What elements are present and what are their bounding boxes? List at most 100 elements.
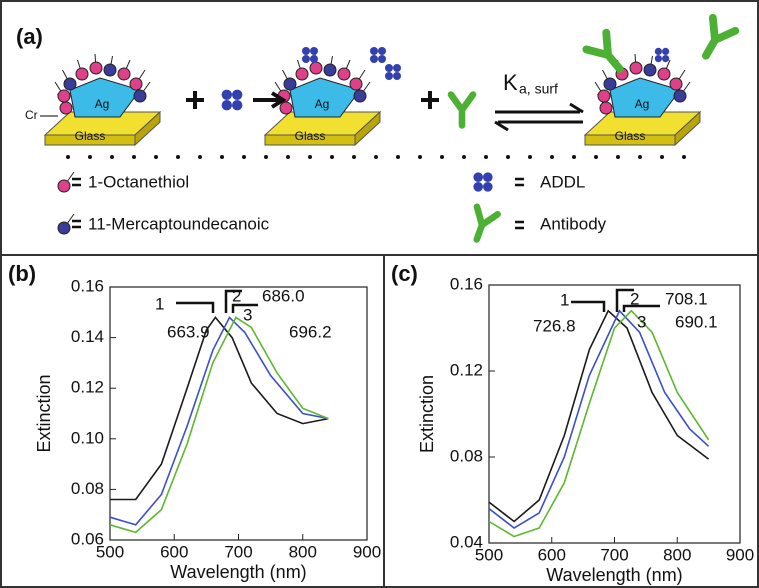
ball [133, 89, 147, 103]
dot [110, 155, 114, 159]
addl-bead [232, 100, 243, 111]
ball [283, 77, 297, 91]
rate-sub: a, surf [519, 81, 558, 97]
antibody [447, 91, 477, 129]
ball [279, 101, 293, 115]
addl-bead [483, 172, 493, 182]
addl-bead [310, 55, 318, 63]
ball [323, 63, 337, 77]
x-tick-label: 600 [538, 545, 566, 564]
y-tick-label: 0.06 [71, 529, 104, 548]
x-tick-label: 700 [224, 542, 252, 561]
y-tick-label: 0.04 [450, 532, 483, 551]
x-axis-label: Wavelength (nm) [546, 565, 682, 585]
plus [421, 91, 439, 109]
x-tick-label: 500 [475, 545, 503, 564]
y-tick-label: 0.08 [450, 446, 483, 465]
arrow [253, 91, 287, 109]
ag-label: Ag [635, 97, 650, 111]
annotation: 686.0 [262, 286, 305, 305]
equals [72, 177, 81, 187]
panel-label: (b) [8, 261, 36, 286]
addl-bead [221, 100, 232, 111]
ball [629, 61, 643, 75]
ball [643, 63, 657, 77]
dot [528, 155, 532, 159]
glass-label: Glass [75, 129, 106, 143]
antibody [473, 203, 501, 243]
dot [176, 155, 180, 159]
legend-text: 11-Mercaptoundecanoic [88, 214, 270, 233]
ball [597, 89, 611, 103]
dot [660, 155, 664, 159]
dot [242, 155, 246, 159]
addl-bead [232, 89, 243, 101]
annotation: 3 [637, 312, 646, 331]
y-tick-label: 0.16 [71, 276, 104, 295]
glass-side [674, 110, 701, 147]
y-axis-label: Extinction [34, 374, 54, 452]
ag-prism [69, 77, 141, 118]
bracket [615, 288, 634, 312]
addl-bead [473, 172, 484, 182]
spectrum [488, 309, 710, 529]
addl-bead [654, 55, 663, 63]
annotation: 3 [243, 305, 252, 324]
x-tick-label: 900 [726, 545, 754, 564]
panel-label: (a) [16, 24, 43, 49]
x-tick-label: 800 [663, 545, 691, 564]
dot [572, 155, 576, 159]
legend-text: 1-Octanethiol [88, 172, 189, 191]
dot [440, 155, 444, 159]
x-tick-label: 800 [289, 542, 317, 561]
ball [75, 67, 89, 81]
ag-label: Ag [95, 97, 110, 111]
glass-label: Glass [295, 129, 326, 143]
dot [484, 155, 488, 159]
ball [57, 221, 71, 235]
ball [669, 77, 683, 91]
glass-side [354, 110, 381, 147]
addl-bead [393, 64, 401, 72]
equals [515, 220, 524, 230]
dot [132, 155, 136, 159]
bracket [231, 303, 258, 313]
ball [63, 77, 77, 91]
ag-prism [609, 77, 681, 118]
ball [103, 63, 117, 77]
rate-k: K [503, 70, 518, 95]
annotation: 726.8 [533, 316, 576, 335]
spectrum [109, 316, 329, 526]
addl-bead [370, 47, 378, 55]
dot [88, 155, 92, 159]
x-tick-label: 600 [160, 542, 188, 561]
ball [59, 101, 73, 115]
dot [682, 155, 686, 159]
dot [352, 155, 356, 159]
ball [603, 77, 617, 91]
addl-bead [378, 55, 386, 63]
panel-label: (c) [391, 261, 418, 286]
addl-bead [302, 55, 310, 63]
x-tick-label: 900 [353, 542, 381, 561]
y-tick-label: 0.12 [71, 378, 104, 397]
dot [418, 155, 422, 159]
annotation: 2 [630, 289, 639, 308]
ball [657, 67, 671, 81]
dot [286, 155, 290, 159]
dot [264, 155, 268, 159]
dot [308, 155, 312, 159]
addl-bead [662, 47, 670, 56]
plus [186, 91, 204, 109]
annotation: 690.1 [675, 312, 718, 331]
addl-bead [662, 55, 670, 63]
annotation: 1 [155, 294, 164, 313]
addl-bead [370, 55, 378, 63]
annotation: 696.2 [289, 322, 332, 341]
ball [117, 67, 131, 81]
addl-bead [473, 182, 484, 192]
dot [550, 155, 554, 159]
bracket [224, 289, 242, 313]
